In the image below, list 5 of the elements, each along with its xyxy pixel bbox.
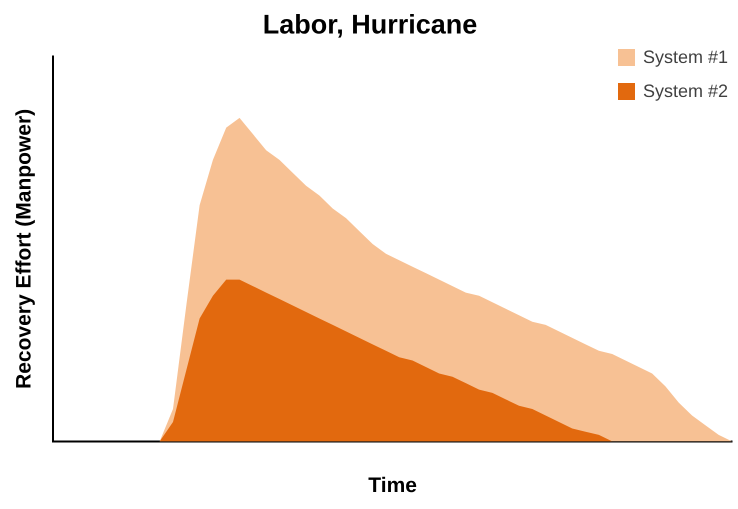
y-axis-title: Recovery Effort (Manpower) [12,108,36,389]
chart-title: Labor, Hurricane [262,10,478,40]
legend-label: System #2 [643,80,728,102]
legend-label: System #1 [643,46,728,68]
x-axis-title: Time [368,474,417,498]
